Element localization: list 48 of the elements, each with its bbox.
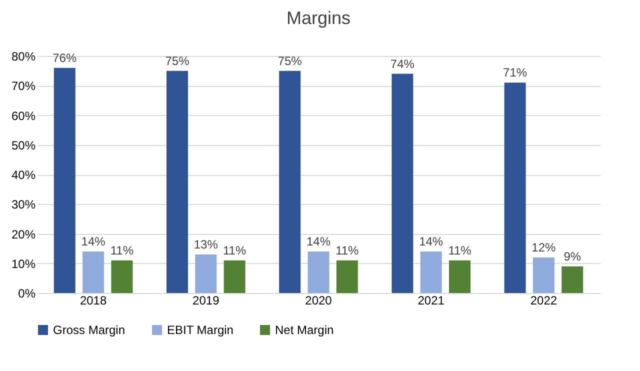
- x-tick-label: 2019: [192, 294, 220, 308]
- bar: [562, 266, 584, 293]
- data-label: 14%: [306, 234, 331, 249]
- bar: [504, 82, 526, 293]
- bar: [224, 260, 246, 293]
- legend-label: Gross Margin: [53, 323, 126, 337]
- y-tick-label: 10%: [11, 256, 36, 271]
- data-label: 71%: [503, 66, 528, 80]
- bar: [449, 260, 471, 293]
- bar: [111, 260, 133, 293]
- data-label: 11%: [448, 243, 472, 258]
- bar: [54, 68, 76, 293]
- data-label: 11%: [336, 243, 360, 258]
- data-label: 9%: [564, 249, 582, 264]
- x-tick-label: 2020: [305, 294, 332, 308]
- data-label: 11%: [222, 243, 246, 258]
- legend-label: EBIT Margin: [167, 323, 234, 337]
- y-tick-label: 0%: [18, 286, 36, 300]
- y-tick-label: 30%: [11, 198, 36, 212]
- chart-title: Margins: [286, 8, 351, 28]
- bar: [279, 70, 301, 293]
- bar: [195, 254, 217, 293]
- bar: [166, 70, 188, 293]
- bar: [82, 252, 104, 293]
- bar: [392, 74, 414, 293]
- bar: [336, 260, 358, 293]
- y-tick-label: 50%: [11, 138, 36, 152]
- y-tick-label: 20%: [11, 227, 36, 242]
- y-tick-label: 40%: [11, 168, 36, 182]
- y-tick-label: 80%: [11, 50, 36, 64]
- data-label: 74%: [390, 56, 415, 71]
- x-tick-label: 2018: [80, 294, 107, 308]
- data-label: 11%: [110, 243, 134, 258]
- y-tick-label: 70%: [11, 79, 36, 94]
- data-label: 12%: [532, 240, 556, 254]
- y-tick-label: 60%: [11, 108, 36, 123]
- x-tick-label: 2021: [418, 294, 445, 308]
- data-label: 76%: [52, 50, 77, 65]
- bar: [308, 252, 330, 293]
- bar: [532, 257, 554, 293]
- data-label: 13%: [194, 237, 218, 252]
- legend-label: Net Margin: [275, 323, 334, 337]
- x-tick-label: 2022: [530, 294, 558, 308]
- data-label: 75%: [278, 54, 302, 68]
- data-label: 14%: [81, 234, 106, 249]
- data-label: 75%: [165, 54, 190, 68]
- bar: [420, 252, 442, 293]
- data-label: 14%: [419, 234, 444, 249]
